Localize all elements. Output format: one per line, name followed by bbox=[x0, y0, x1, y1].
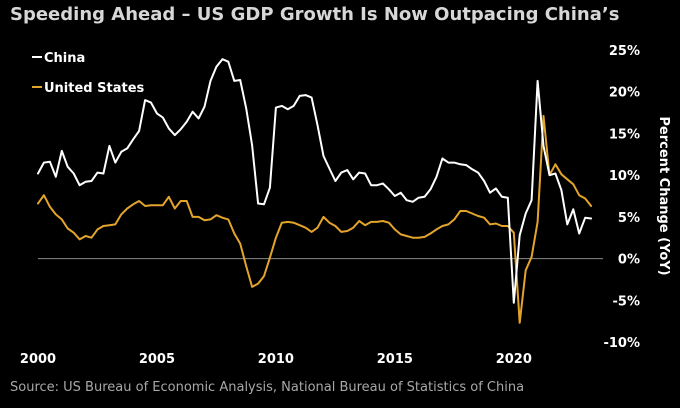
legend: China United States bbox=[32, 51, 145, 96]
y-axis-label: Percent Change (YoY) bbox=[656, 116, 671, 275]
x-tick-label: 2020 bbox=[496, 352, 532, 367]
y-tick-label: -10% bbox=[603, 336, 640, 351]
y-tick-label: 20% bbox=[609, 86, 640, 101]
x-tick-label: 2010 bbox=[258, 352, 294, 367]
y-tick-label: 10% bbox=[609, 169, 640, 184]
y-tick-label: 5% bbox=[618, 211, 640, 226]
x-tick-label: 2000 bbox=[20, 352, 56, 367]
y-tick-label: 0% bbox=[618, 253, 640, 268]
x-tick-label: 2015 bbox=[377, 352, 413, 367]
y-tick-label: 15% bbox=[609, 127, 640, 142]
series-line-china bbox=[37, 58, 593, 304]
series-line-united-states bbox=[37, 114, 593, 324]
legend-label-united-states: United States bbox=[44, 81, 145, 96]
y-tick-label: -5% bbox=[613, 294, 640, 309]
chart-title: Speeding Ahead – US GDP Growth Is Now Ou… bbox=[10, 4, 620, 25]
y-tick-label: 25% bbox=[609, 44, 640, 59]
source-note: Source: US Bureau of Economic Analysis, … bbox=[10, 380, 525, 395]
x-tick-label: 2005 bbox=[139, 352, 175, 367]
legend-label-china: China bbox=[44, 51, 85, 66]
